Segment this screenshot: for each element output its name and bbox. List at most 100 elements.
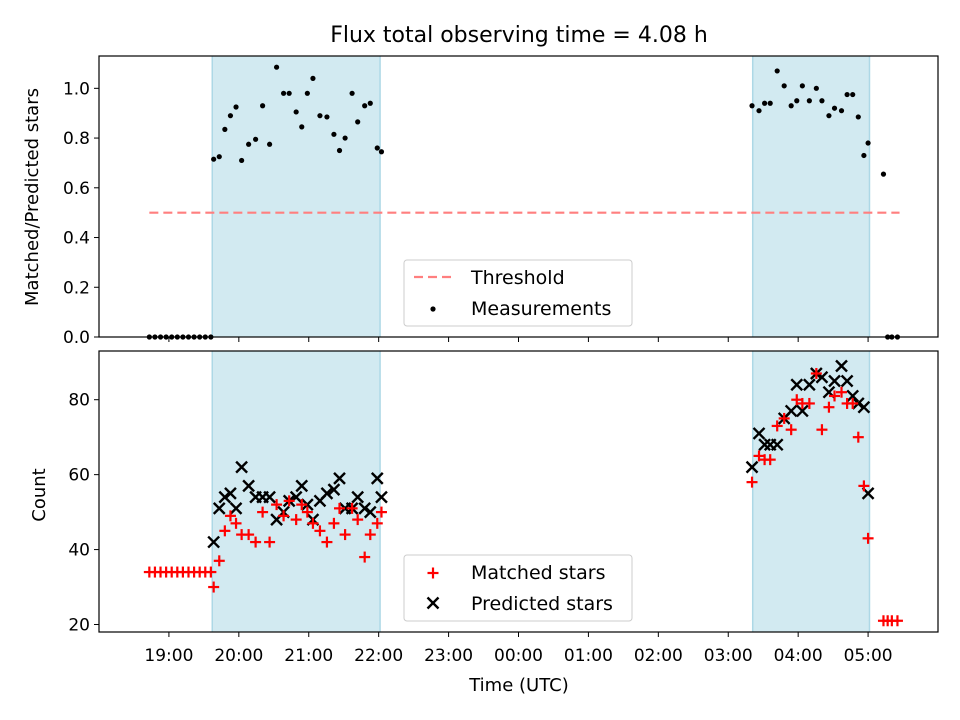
x-axis-label: Time (UTC) (468, 675, 569, 696)
matched-star-point (359, 551, 371, 563)
measurement-point (788, 103, 794, 109)
top-legend: Threshold Measurements (403, 259, 633, 327)
legend-predicted-swatch (426, 596, 440, 610)
measurement-point (304, 90, 310, 96)
predicted-star-point (351, 490, 365, 504)
matched-star-point (847, 397, 859, 409)
predicted-star-point (263, 490, 276, 504)
measurement-point (850, 91, 856, 98)
measurement-point (227, 113, 234, 119)
predicted-star-point (846, 389, 860, 403)
legend-matched-label: Matched stars (471, 562, 605, 584)
predicted-star-point (235, 460, 248, 474)
measurement-point (299, 124, 305, 130)
matched-star-point (816, 424, 828, 436)
predicted-star-point (370, 472, 384, 485)
matched-star-point (301, 506, 313, 518)
matched-star-point (205, 566, 217, 578)
measurement-point (826, 113, 832, 119)
measurement-point (767, 100, 773, 106)
matched-star-point (213, 555, 225, 567)
matched-star-point (836, 386, 848, 398)
matched-star-point (208, 581, 220, 593)
matched-star-point (764, 454, 776, 466)
measurement-point (855, 114, 861, 120)
measurement-point (794, 98, 800, 104)
measurement-point (838, 108, 845, 114)
observing-interval (212, 56, 381, 337)
legend-matched-marker (427, 567, 439, 579)
x-tick-label: 23:00 (424, 646, 473, 666)
matched-star-point (852, 431, 864, 443)
predicted-star-point (218, 490, 232, 504)
measurement-point (310, 75, 316, 81)
predicted-star-point (295, 479, 309, 493)
measurement-point (355, 119, 361, 125)
legend-predicted-marker (426, 596, 440, 610)
predicted-star-point (790, 378, 804, 392)
matched-star-point (339, 529, 351, 541)
measurement-point (819, 98, 825, 104)
measurement-point (880, 171, 887, 177)
observing-interval (752, 351, 870, 632)
measurement-point (861, 152, 867, 159)
matched-star-point (352, 514, 364, 526)
y-tick-label: 20 (68, 616, 90, 636)
predicted-star-point (840, 374, 854, 388)
x-tick-label: 21:00 (284, 646, 333, 666)
matched-star-point (250, 536, 262, 548)
measurement-point (844, 91, 850, 98)
measurement-point (362, 103, 368, 109)
predicted-star-point (207, 535, 221, 549)
matched-star-point (321, 536, 333, 548)
x-tick-label: 00:00 (494, 646, 543, 666)
measurement-point (367, 100, 373, 106)
matched-star-point (746, 476, 758, 488)
predicted-star-point (758, 438, 771, 452)
matched-star-point (307, 517, 319, 529)
bottom-legend: Matched stars Predicted stars (403, 554, 633, 622)
predicted-star-point (745, 460, 759, 474)
observing-interval (212, 351, 381, 632)
x-tick-label: 05:00 (844, 646, 893, 666)
matched-star-point (785, 424, 797, 436)
measurement-point (342, 135, 348, 141)
matched-star-point (296, 499, 308, 511)
measurement-points (146, 64, 901, 340)
top-panel-title: Flux total observing time = 4.08 h (330, 23, 708, 48)
bottom-legend-box (403, 554, 633, 622)
predicted-star-point (224, 487, 237, 500)
measurement-point (273, 64, 280, 70)
measurement-point (749, 103, 755, 109)
matched-star-point (371, 517, 383, 529)
matched-star-point (753, 450, 765, 462)
predicted-star-point (358, 502, 372, 515)
matched-star-point (278, 510, 290, 522)
matched-star-point (823, 401, 835, 413)
matched-star-point (328, 517, 340, 529)
y-tick-label: 60 (68, 466, 90, 486)
measurement-point (331, 131, 337, 137)
legend-predicted-label: Predicted stars (471, 593, 613, 615)
measurement-point (317, 113, 323, 119)
matched-star-point (290, 514, 302, 526)
top-y-axis-label: Matched/Predicted stars (22, 88, 43, 306)
matched-star-point (346, 502, 358, 514)
predicted-star-point (784, 404, 798, 418)
measurement-point (266, 141, 273, 147)
bottom-panel: 20 40 60 80 19:00 20:00 21:00 22:00 23:00 00:00 0… (29, 350, 939, 696)
measurement-point (374, 145, 380, 151)
predicted-star-point (242, 479, 255, 493)
matched-star-point (314, 525, 326, 537)
x-tick-label: 01:00 (564, 646, 613, 666)
measurement-point (222, 126, 228, 132)
predicted-star-point (828, 374, 841, 388)
predicted-star-point (301, 498, 314, 511)
matched-star-point (791, 394, 803, 406)
measurement-point (865, 140, 871, 146)
legend-matched-swatch (427, 567, 439, 579)
y-tick-label: 1.0 (63, 79, 90, 99)
y-tick-label: 0.2 (63, 278, 90, 298)
measurement-point (799, 83, 805, 89)
